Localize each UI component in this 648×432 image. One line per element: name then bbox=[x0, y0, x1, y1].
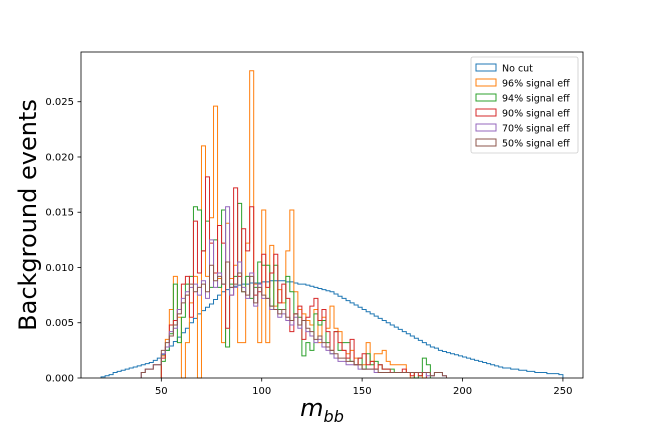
x-tick-label: 250 bbox=[553, 386, 572, 397]
y-tick-label: 0.000 bbox=[45, 374, 74, 385]
y-tick-label: 0.005 bbox=[45, 318, 74, 329]
legend-swatch bbox=[475, 138, 497, 147]
legend-swatch bbox=[475, 63, 497, 72]
legend-swatch bbox=[475, 93, 497, 102]
x-axis-label-main: m bbox=[300, 394, 323, 422]
series-line-1 bbox=[100, 280, 564, 378]
y-axis-ticks: 0.000 0.005 0.010 0.015 0.020 0.025 bbox=[45, 97, 81, 385]
x-axis-label: mbb bbox=[300, 394, 344, 426]
y-tick-label: 0.020 bbox=[45, 152, 74, 163]
series-line-4 bbox=[160, 176, 427, 378]
x-tick-label: 200 bbox=[453, 386, 472, 397]
x-tick-label: 50 bbox=[155, 386, 168, 397]
legend-entry-label: 90% signal eff bbox=[502, 109, 570, 120]
y-tick-label: 0.015 bbox=[45, 208, 74, 219]
y-tick-label: 0.010 bbox=[45, 263, 74, 274]
axes-frame bbox=[80, 51, 584, 379]
y-tick-label: 0.025 bbox=[45, 97, 74, 108]
x-tick-label: 100 bbox=[252, 386, 271, 397]
legend-entry-label: 94% signal eff bbox=[502, 94, 570, 105]
legend-entry-label: 70% signal eff bbox=[502, 124, 570, 135]
legend: No cut 96% signal eff 94% signal eff 90% si… bbox=[470, 56, 579, 154]
legend-box bbox=[470, 56, 579, 154]
legend-swatch bbox=[475, 108, 497, 117]
legend-entry-label: 96% signal eff bbox=[502, 79, 570, 90]
series-line-2 bbox=[160, 70, 427, 379]
x-tick-label: 150 bbox=[353, 386, 372, 397]
series-line-6 bbox=[140, 261, 447, 378]
series-layer bbox=[100, 70, 564, 379]
x-axis-ticks: 50 100 150 200 250 bbox=[155, 378, 572, 397]
legend-entry-label: No cut bbox=[502, 64, 533, 75]
legend-entry-label: 50% signal eff bbox=[502, 139, 570, 150]
legend-swatch bbox=[475, 123, 497, 132]
legend-swatch bbox=[475, 78, 497, 87]
x-axis-label-subscript: bb bbox=[324, 407, 344, 426]
y-axis-label: Background events bbox=[14, 99, 42, 331]
